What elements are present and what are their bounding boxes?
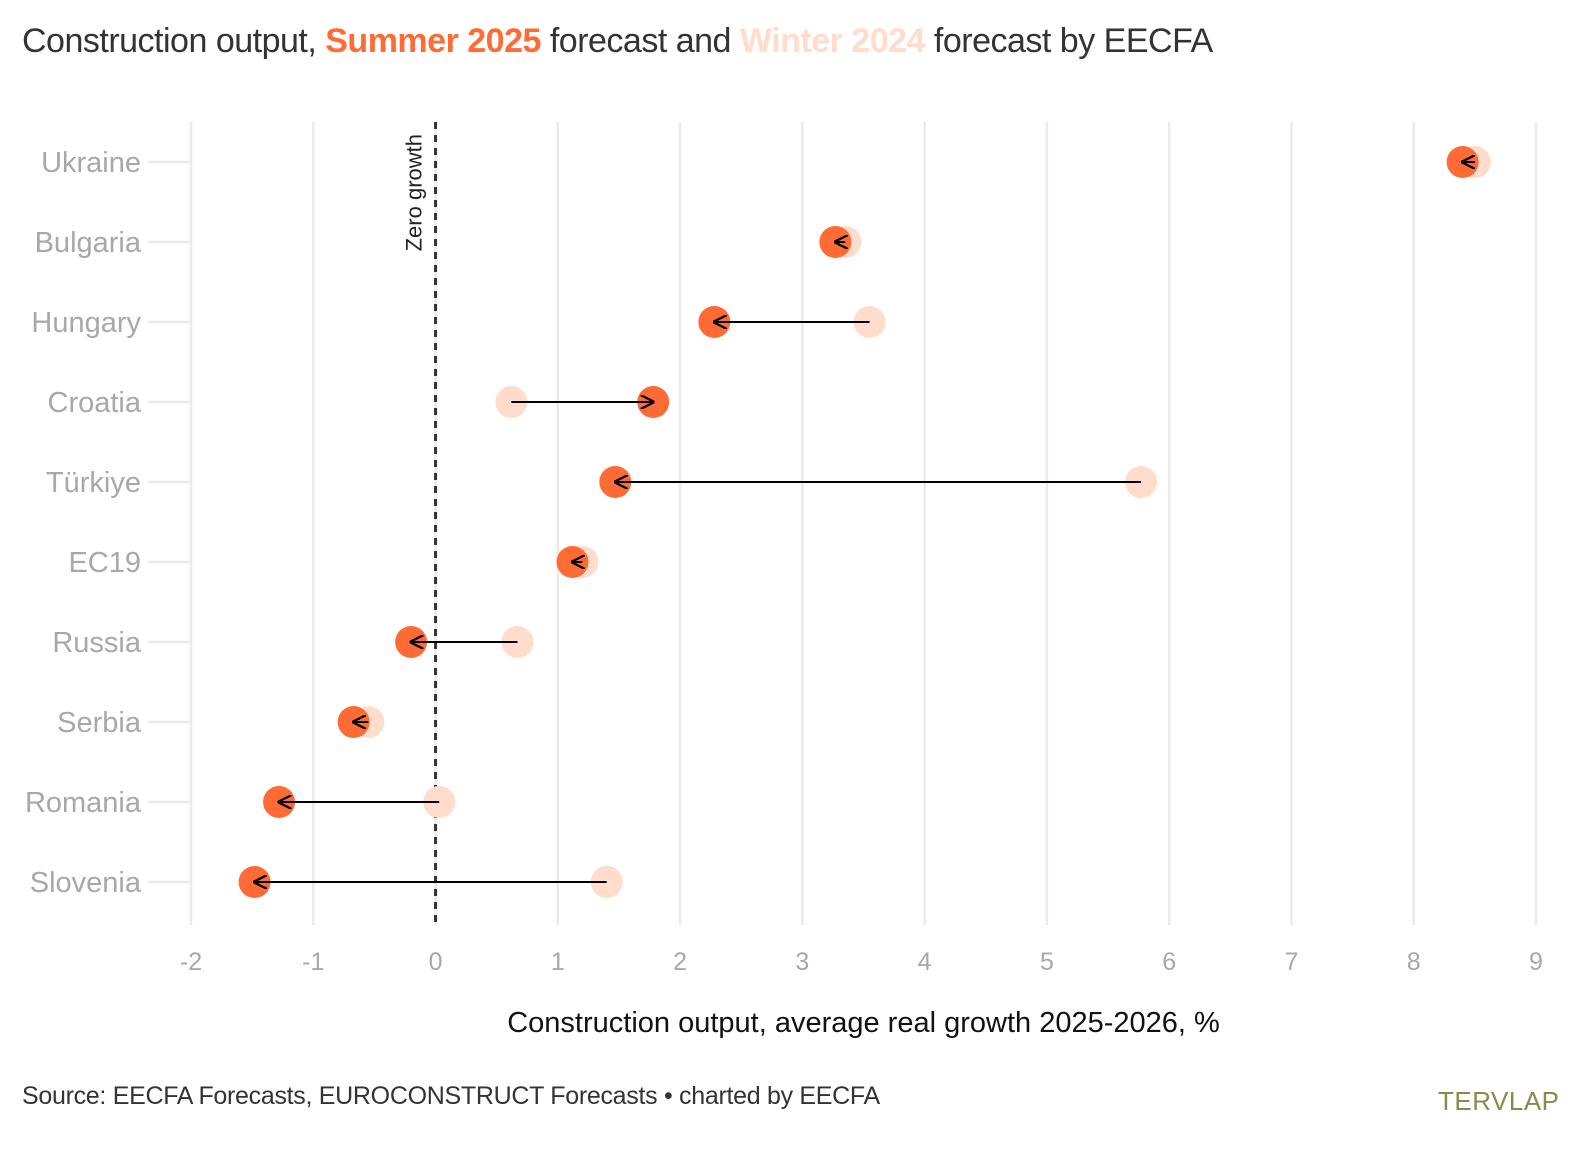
y-label-ukraine: Ukraine bbox=[41, 147, 141, 179]
chart-title: Construction output, Summer 2025 forecas… bbox=[22, 22, 1213, 61]
zero-growth-label: Zero growth bbox=[402, 134, 427, 251]
y-label-romania: Romania bbox=[25, 787, 142, 819]
x-tick-8: 8 bbox=[1407, 948, 1421, 976]
y-label-bulgaria: Bulgaria bbox=[35, 227, 142, 259]
y-label-ec19: EC19 bbox=[68, 547, 141, 579]
x-tick-9: 9 bbox=[1529, 948, 1543, 976]
dumbbell-chart: Zero growth Ukraine Bulgaria Hungary Croati… bbox=[25, 122, 1543, 1039]
x-tick-1: 1 bbox=[551, 948, 565, 976]
x-tick-neg2: -2 bbox=[180, 948, 202, 976]
winter-2024-series bbox=[352, 146, 1491, 898]
x-axis-ticks: -2 -1 0 1 2 3 4 5 6 7 8 9 bbox=[180, 948, 1543, 976]
change-arrows bbox=[255, 162, 1475, 882]
x-tick-6: 6 bbox=[1162, 948, 1176, 976]
title-middle: forecast and bbox=[540, 22, 740, 60]
country-labels: Ukraine Bulgaria Hungary Croatia Türkiye EC19… bbox=[25, 147, 142, 899]
title-suffix: forecast by EECFA bbox=[924, 22, 1213, 60]
x-axis-title: Construction output, average real growth… bbox=[507, 1007, 1220, 1039]
x-tick-4: 4 bbox=[918, 948, 932, 976]
x-tick-5: 5 bbox=[1040, 948, 1054, 976]
source-note: Source: EECFA Forecasts, EUROCONSTRUCT F… bbox=[22, 1082, 880, 1110]
x-tick-2: 2 bbox=[673, 948, 687, 976]
y-label-turkiye: Türkiye bbox=[46, 467, 141, 499]
tervlap-logo: TERVLAP bbox=[1438, 1086, 1560, 1116]
y-label-slovenia: Slovenia bbox=[30, 867, 142, 899]
x-tick-7: 7 bbox=[1285, 948, 1299, 976]
x-tick-neg1: -1 bbox=[302, 948, 324, 976]
y-label-croatia: Croatia bbox=[48, 387, 142, 419]
grid-lines bbox=[148, 122, 1538, 925]
y-label-russia: Russia bbox=[52, 627, 142, 659]
x-tick-0: 0 bbox=[429, 948, 443, 976]
title-prefix: Construction output, bbox=[22, 22, 326, 60]
y-label-serbia: Serbia bbox=[57, 707, 142, 739]
x-tick-3: 3 bbox=[795, 948, 809, 976]
title-summer-highlight: Summer 2025 bbox=[325, 22, 541, 60]
title-winter-highlight: Winter 2024 bbox=[739, 22, 926, 60]
y-label-hungary: Hungary bbox=[31, 307, 141, 339]
